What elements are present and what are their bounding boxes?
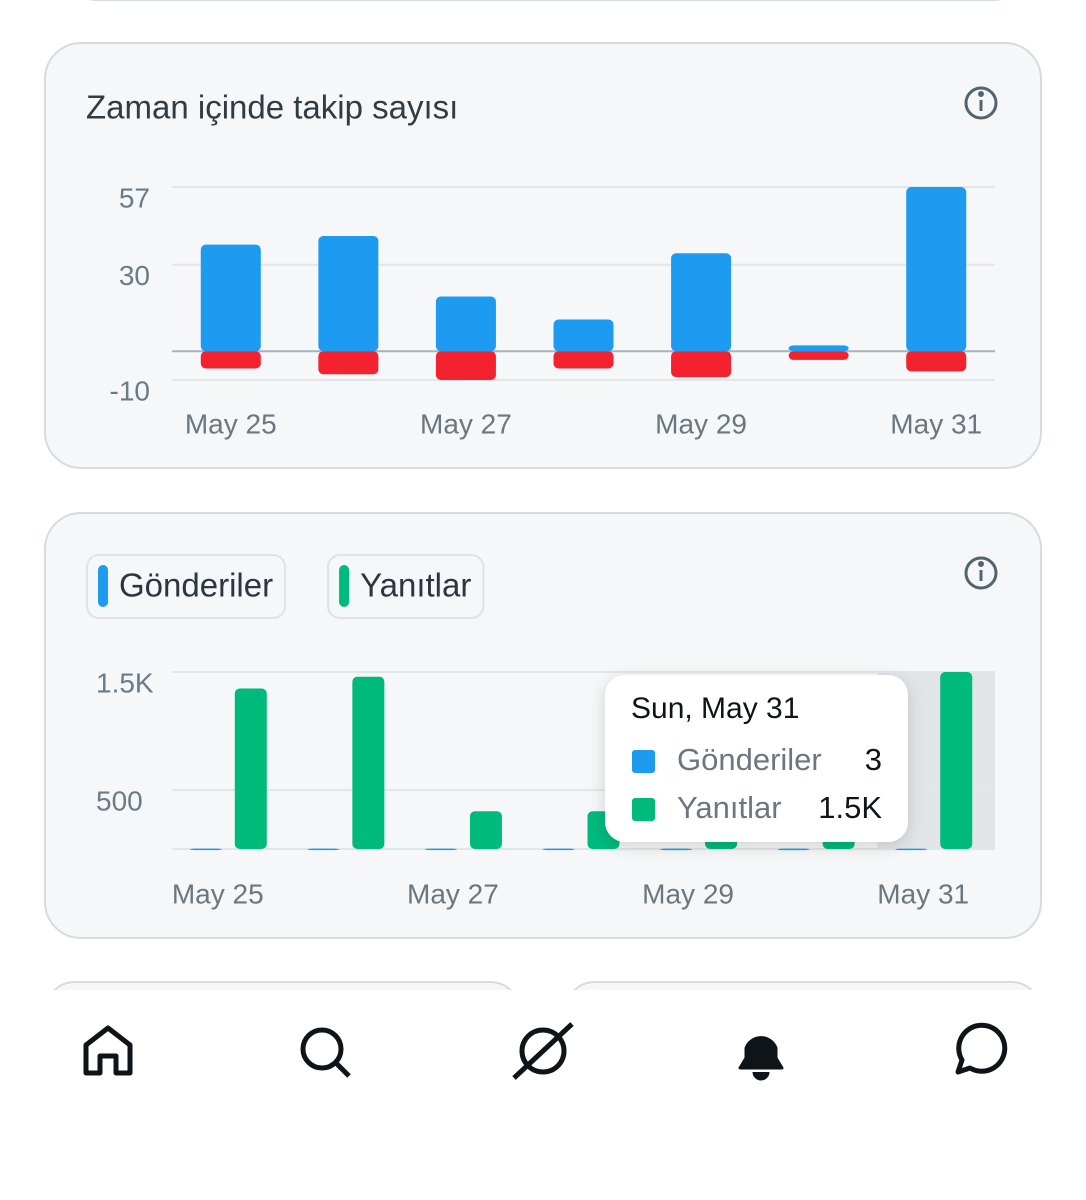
legend-item[interactable] xyxy=(86,554,287,619)
bar xyxy=(788,351,849,360)
bar xyxy=(777,848,810,851)
bar xyxy=(435,351,496,380)
card xyxy=(44,42,1042,469)
bar xyxy=(318,351,379,375)
bar xyxy=(200,351,261,369)
bar xyxy=(895,848,928,851)
bar xyxy=(671,351,732,378)
tooltip-value: 3 xyxy=(865,742,882,777)
bar xyxy=(189,848,222,851)
bar xyxy=(553,319,614,352)
bar xyxy=(435,296,496,352)
messages-icon[interactable] xyxy=(955,1022,1008,1075)
tooltip-title: Sun, May 31 xyxy=(631,692,799,725)
x-tick-label: May 31 xyxy=(877,878,969,909)
info-icon[interactable] xyxy=(964,86,998,120)
bar xyxy=(906,351,967,372)
tooltip-label: Yanıtlar xyxy=(677,790,782,825)
notifications-icon[interactable] xyxy=(738,1036,784,1081)
x-tick-label: May 31 xyxy=(890,408,982,439)
search-icon[interactable] xyxy=(300,1027,351,1078)
y-tick-label: 30 xyxy=(119,260,150,291)
y-tick-label: -10 xyxy=(110,375,150,406)
y-tick-label: 1.5K xyxy=(96,667,154,698)
x-tick-label: May 25 xyxy=(172,878,264,909)
bar xyxy=(542,848,575,851)
grok-icon[interactable] xyxy=(512,1022,574,1080)
x-tick-label: May 27 xyxy=(407,878,499,909)
info-icon[interactable] xyxy=(964,556,998,590)
bar xyxy=(424,848,457,851)
chart-title: Zaman içinde takip sayısı xyxy=(86,89,458,126)
legend-label: Gönderiler xyxy=(119,567,273,604)
bar xyxy=(671,253,732,352)
bar xyxy=(307,848,340,851)
tooltip-label: Gönderiler xyxy=(677,742,822,777)
x-tick-label: May 25 xyxy=(185,408,277,439)
bar xyxy=(234,688,267,849)
bar xyxy=(940,672,973,849)
bar xyxy=(788,345,849,352)
x-tick-label: May 29 xyxy=(642,878,734,909)
bar xyxy=(553,351,614,369)
x-tick-label: May 29 xyxy=(655,408,747,439)
nav-icons xyxy=(83,1022,1008,1081)
legend-item[interactable] xyxy=(327,554,485,619)
x-tick-label: May 27 xyxy=(420,408,512,439)
legend-swatch xyxy=(339,565,350,607)
tooltip-swatch xyxy=(632,798,655,821)
tooltip xyxy=(605,675,908,842)
tooltip-value: 1.5K xyxy=(818,790,882,825)
nav-bar xyxy=(0,990,1086,1200)
legend-swatch xyxy=(98,565,108,607)
home-icon[interactable] xyxy=(83,1025,133,1076)
bar xyxy=(906,187,967,352)
bar xyxy=(469,811,502,849)
tooltip-swatch xyxy=(632,750,655,773)
bar xyxy=(200,244,261,352)
bar xyxy=(660,848,693,851)
y-tick-label: 57 xyxy=(119,182,150,213)
legend-label: Yanıtlar xyxy=(360,567,471,604)
bar xyxy=(318,235,379,352)
bar xyxy=(352,676,385,849)
y-tick-label: 500 xyxy=(96,785,143,816)
